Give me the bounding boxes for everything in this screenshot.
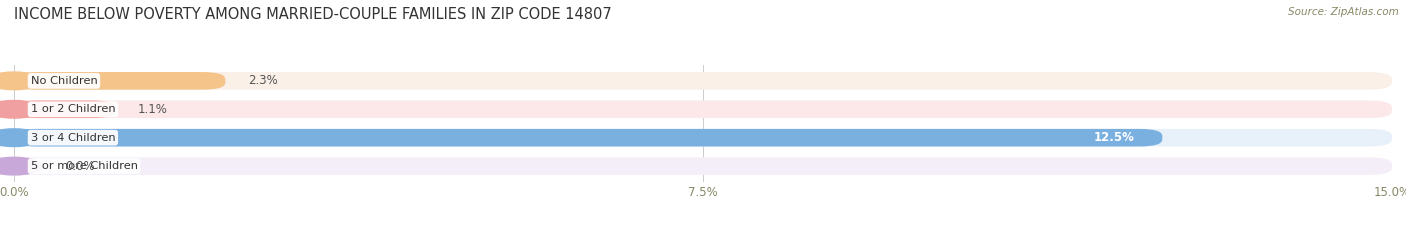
Circle shape <box>0 157 42 175</box>
FancyBboxPatch shape <box>14 72 225 90</box>
Text: No Children: No Children <box>31 76 97 86</box>
Text: 1.1%: 1.1% <box>138 103 167 116</box>
Circle shape <box>0 100 42 118</box>
Text: 12.5%: 12.5% <box>1094 131 1135 144</box>
FancyBboxPatch shape <box>14 157 1392 175</box>
FancyBboxPatch shape <box>14 100 115 118</box>
Text: 2.3%: 2.3% <box>249 74 278 87</box>
Text: Source: ZipAtlas.com: Source: ZipAtlas.com <box>1288 7 1399 17</box>
FancyBboxPatch shape <box>14 72 1392 90</box>
Text: 3 or 4 Children: 3 or 4 Children <box>31 133 115 143</box>
FancyBboxPatch shape <box>14 129 1163 147</box>
Text: 0.0%: 0.0% <box>66 160 96 173</box>
Text: 1 or 2 Children: 1 or 2 Children <box>31 104 115 114</box>
Circle shape <box>0 129 42 147</box>
Text: INCOME BELOW POVERTY AMONG MARRIED-COUPLE FAMILIES IN ZIP CODE 14807: INCOME BELOW POVERTY AMONG MARRIED-COUPL… <box>14 7 612 22</box>
FancyBboxPatch shape <box>14 100 1392 118</box>
Text: 5 or more Children: 5 or more Children <box>31 161 138 171</box>
Circle shape <box>0 72 42 90</box>
FancyBboxPatch shape <box>14 129 1392 147</box>
